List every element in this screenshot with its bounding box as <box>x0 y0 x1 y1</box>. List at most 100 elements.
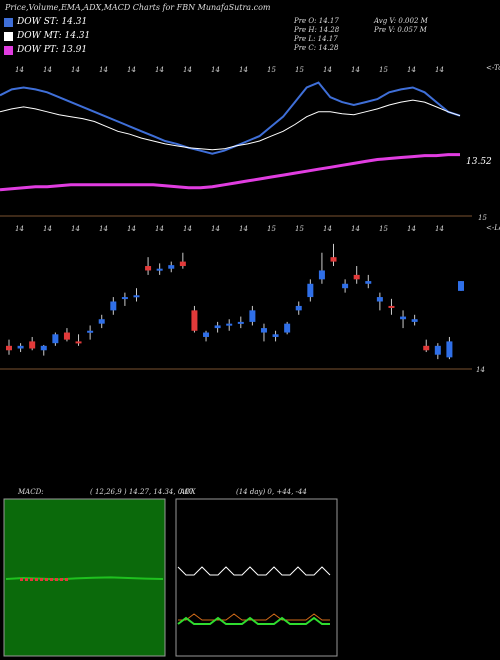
adx-panel-bg <box>175 498 338 657</box>
candle-body <box>284 323 291 333</box>
ema-date-tick: 15 <box>379 66 388 74</box>
ema-date-tick: 14 <box>351 66 360 74</box>
candle-body <box>63 332 70 340</box>
candle-date-tick: 15 <box>295 225 304 233</box>
candle-date-tick: 14 <box>15 225 24 233</box>
candle-body <box>423 345 430 351</box>
adx-line <box>177 616 330 625</box>
candle-date-tick: 14 <box>43 225 52 233</box>
candle-date-tick: 14 <box>155 225 164 233</box>
legend-dow-mt: DOW MT: 14.31 <box>4 31 90 41</box>
candle-body <box>342 283 349 289</box>
ema-date-tick: 14 <box>43 66 52 74</box>
ema-date-tick: 14 <box>127 66 136 74</box>
candle-body <box>40 345 47 351</box>
ema-date-tick: 14 <box>99 66 108 74</box>
candle-body <box>145 266 152 271</box>
candle-body <box>272 334 279 337</box>
ema-date-tick: 14 <box>211 66 220 74</box>
legend-label: DOW ST: 14.31 <box>17 17 88 27</box>
macd-hist-bar <box>20 578 23 581</box>
candle-body <box>226 323 233 326</box>
legend-dow-st: DOW ST: 14.31 <box>4 17 87 27</box>
candle-body <box>214 325 221 329</box>
ema-series-line <box>0 81 461 155</box>
ema-date-tick: 14 <box>183 66 192 74</box>
candle-date-tick: 14 <box>323 225 332 233</box>
ema-date-tick: 14 <box>407 66 416 74</box>
candle-body <box>179 261 186 267</box>
legend-swatch <box>4 45 13 55</box>
candle-body <box>87 330 94 333</box>
candle-price-label: 14 <box>476 366 485 374</box>
macd-label: MACD: <box>18 488 44 496</box>
candle-body <box>133 295 140 298</box>
candle-body <box>365 281 372 284</box>
legend-swatch <box>4 31 13 41</box>
macd-hist-bar <box>55 578 58 581</box>
legend-label: DOW MT: 14.31 <box>17 31 91 41</box>
candle-body <box>458 281 464 291</box>
adx-plus-di-line <box>177 566 331 576</box>
candle-body <box>434 345 441 355</box>
candle-body <box>29 341 36 349</box>
adx-params: (14 day) 0, +44, -44 <box>236 488 307 496</box>
candle-body <box>52 334 59 344</box>
ema-series-line <box>0 99 461 151</box>
candle-body <box>446 341 453 358</box>
ema-date-tick: 15 <box>267 66 276 74</box>
candle-date-tick: 14 <box>183 225 192 233</box>
candle-date-tick: 14 <box>407 225 416 233</box>
macd-hist-bar <box>40 578 43 581</box>
candle-date-tick: 14 <box>127 225 136 233</box>
ema-date-tick: 15 <box>295 66 304 74</box>
macd-hist-bar <box>25 578 28 581</box>
candle-body <box>249 310 256 322</box>
candle-body <box>156 268 163 271</box>
legend-dow-pt: DOW PT: 13.91 <box>4 45 87 55</box>
candle-body <box>400 316 407 320</box>
candle-date-tick: 14 <box>351 225 360 233</box>
candle-body <box>17 345 24 349</box>
stat-low: Pre L: 14.17 <box>294 35 338 43</box>
candle-date-tick: 14 <box>435 225 444 233</box>
ema-price-label: 13.52 <box>466 157 492 167</box>
legend-label: DOW PT: 13.91 <box>17 45 88 55</box>
macd-hist-bar <box>60 578 63 581</box>
candle-top-label: <-Lowo <box>486 224 500 232</box>
ema-date-tick: 14 <box>71 66 80 74</box>
candle-date-tick: 15 <box>379 225 388 233</box>
candle-body <box>330 257 337 262</box>
macd-hist-bar <box>50 578 53 581</box>
stat-close: Pre C: 14.28 <box>294 44 339 52</box>
candle-date-tick: 15 <box>267 225 276 233</box>
candle-body <box>411 319 418 322</box>
stat-open: Pre O: 14.17 <box>294 17 339 25</box>
ema-date-tick: 14 <box>323 66 332 74</box>
candle-body <box>203 332 210 337</box>
ema-date-tick: 14 <box>155 66 164 74</box>
candle-body <box>6 345 12 351</box>
candle-body <box>98 319 105 324</box>
candle-body <box>168 265 175 269</box>
macd-hist-bar <box>45 578 48 581</box>
ema-date-tick: 14 <box>239 66 248 74</box>
chart-title: Price,Volume,EMA,ADX,MACD Charts for FBN… <box>5 3 271 12</box>
candle-body <box>318 270 325 280</box>
stat-high: Pre H: 14.28 <box>294 26 340 34</box>
macd-params: ( 12,26,9 ) 14.27, 14.34, 0.07 <box>90 488 194 496</box>
candle-body <box>110 301 117 311</box>
candle-body <box>75 341 82 344</box>
candle-body <box>191 310 198 331</box>
candle-date-tick: 14 <box>211 225 220 233</box>
macd-hist-bar <box>30 578 33 581</box>
macd-hist-bar <box>35 578 38 581</box>
ema-date-tick: 14 <box>435 66 444 74</box>
ema-series-line <box>0 153 460 192</box>
stat-prev-volume: Pre V: 0.057 M <box>374 26 427 34</box>
candle-body <box>237 321 244 324</box>
candle-body <box>295 305 302 311</box>
legend-swatch <box>4 17 13 27</box>
ema-date-tick: 14 <box>15 66 24 74</box>
